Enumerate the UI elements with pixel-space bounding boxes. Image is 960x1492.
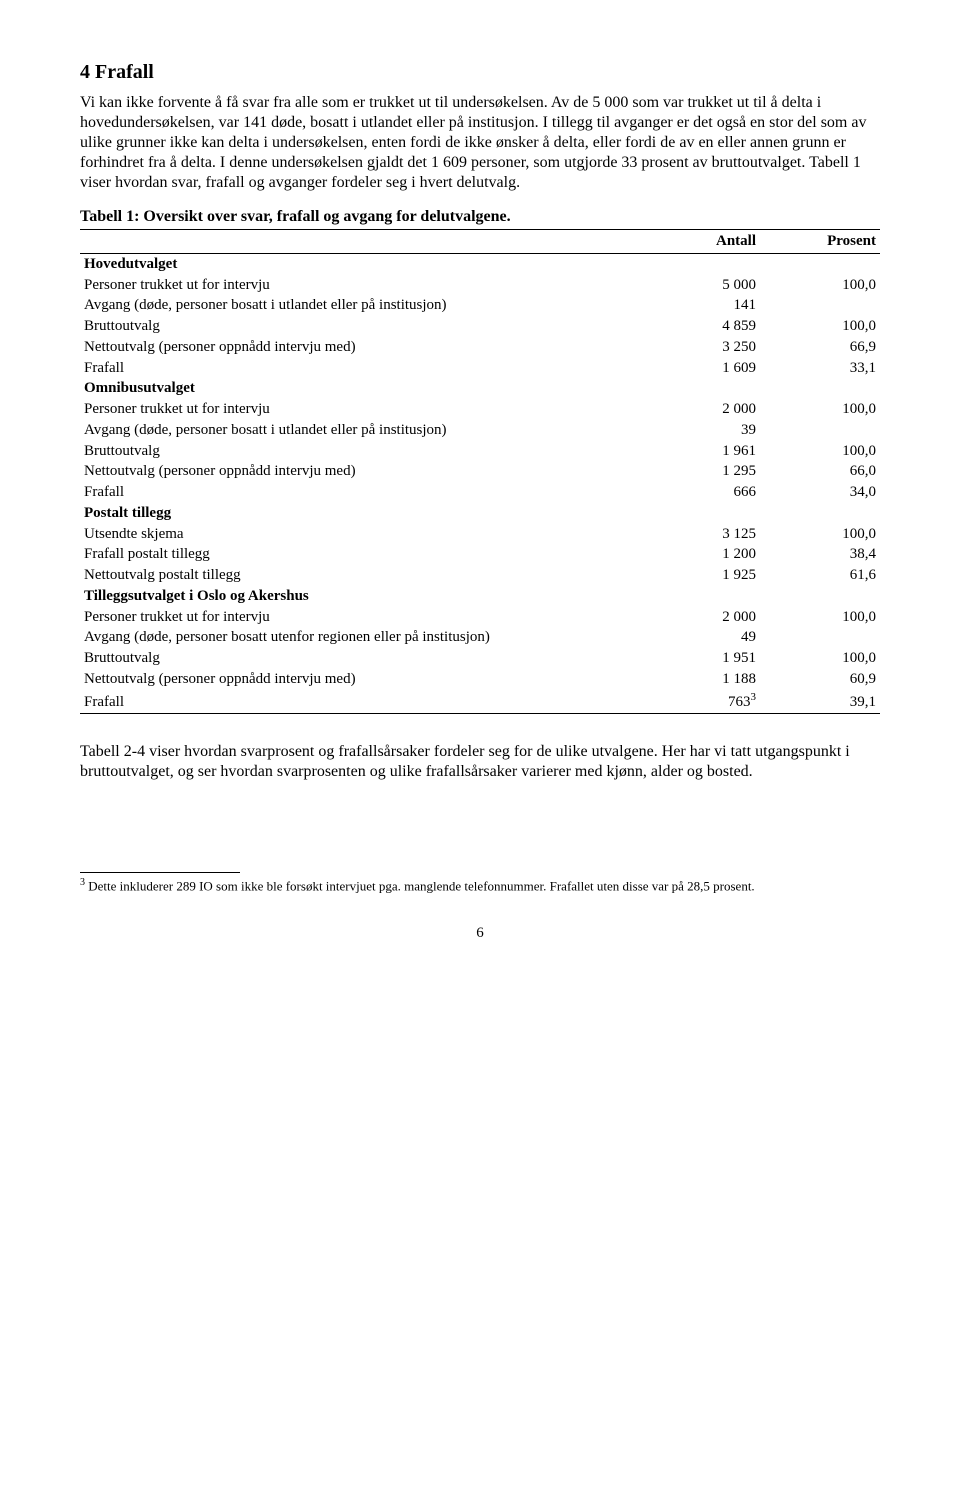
table-cell-label: Frafall postalt tillegg [80,544,640,565]
table-cell-antall: 1 200 [640,544,760,565]
table-row: Frafall postalt tillegg1 20038,4 [80,544,880,565]
table-cell-prosent: 34,0 [760,482,880,503]
table-group-header: Hovedutvalget [80,253,880,274]
table-cell-label: Nettoutvalg postalt tillegg [80,565,640,586]
table-cell-prosent: 100,0 [760,524,880,545]
table-cell-prosent: 100,0 [760,399,880,420]
table-cell-antall: 141 [640,295,760,316]
table-cell-label: Avgang (døde, personer bosatt utenfor re… [80,627,640,648]
table-cell-antall: 1 951 [640,648,760,669]
table-cell-antall: 49 [640,627,760,648]
table-cell-antall: 1 609 [640,358,760,379]
table-cell-prosent [760,295,880,316]
table-row: Frafall66634,0 [80,482,880,503]
table-row: Avgang (døde, personer bosatt i utlandet… [80,420,880,441]
table-row: Avgang (døde, personer bosatt utenfor re… [80,627,880,648]
footnote-text: Dette inkluderer 289 IO som ikke ble for… [85,879,755,894]
table-cell-prosent [760,420,880,441]
table-row: Nettoutvalg (personer oppnådd intervju m… [80,337,880,358]
table-cell-prosent [760,627,880,648]
table-row: Avgang (døde, personer bosatt i utlandet… [80,295,880,316]
table-row: Bruttoutvalg1 961100,0 [80,441,880,462]
table-cell-label: Bruttoutvalg [80,316,640,337]
table-row: Frafall763339,1 [80,690,880,714]
table-cell-prosent: 100,0 [760,607,880,628]
table-cell-prosent: 100,0 [760,316,880,337]
table-cell-prosent: 100,0 [760,648,880,669]
table-cell-antall: 1 188 [640,669,760,690]
table-row: Personer trukket ut for intervju5 000100… [80,275,880,296]
table-row: Utsendte skjema3 125100,0 [80,524,880,545]
paragraph-intro: Vi kan ikke forvente å få svar fra alle … [80,93,880,193]
table-cell-label: Personer trukket ut for intervju [80,607,640,628]
table-cell-antall: 3 250 [640,337,760,358]
table-row: Personer trukket ut for intervju2 000100… [80,607,880,628]
table-row: Frafall1 60933,1 [80,358,880,379]
table-cell-prosent: 60,9 [760,669,880,690]
table-group-header: Tilleggsutvalget i Oslo og Akershus [80,586,880,607]
table-cell-label: Nettoutvalg (personer oppnådd intervju m… [80,669,640,690]
table-cell-label: Bruttoutvalg [80,648,640,669]
table-header-antall: Antall [640,230,760,253]
table-cell-prosent: 38,4 [760,544,880,565]
table-cell-label: Frafall [80,482,640,503]
table-cell-antall: 1 925 [640,565,760,586]
table-cell-prosent: 61,6 [760,565,880,586]
table-header-prosent: Prosent [760,230,880,253]
table-cell-label: Nettoutvalg (personer oppnådd intervju m… [80,461,640,482]
table-cell-antall: 1 295 [640,461,760,482]
section-heading: 4 Frafall [80,60,880,85]
table-header-row: Antall Prosent [80,230,880,253]
table-group-header: Omnibusutvalget [80,378,880,399]
table-row: Nettoutvalg (personer oppnådd intervju m… [80,669,880,690]
table-cell-label: Avgang (døde, personer bosatt i utlandet… [80,295,640,316]
table-cell-label: Utsendte skjema [80,524,640,545]
table-cell-label: Personer trukket ut for intervju [80,275,640,296]
table-cell-antall: 39 [640,420,760,441]
table-cell-label: Avgang (døde, personer bosatt i utlandet… [80,420,640,441]
table-row: Personer trukket ut for intervju2 000100… [80,399,880,420]
table-cell-antall: 2 000 [640,399,760,420]
table-cell-prosent: 100,0 [760,275,880,296]
table-row: Bruttoutvalg1 951100,0 [80,648,880,669]
table-cell-antall: 7633 [640,690,760,714]
table-row: Nettoutvalg (personer oppnådd intervju m… [80,461,880,482]
footnote-separator [80,872,240,873]
table-cell-prosent: 66,9 [760,337,880,358]
table-cell-prosent: 66,0 [760,461,880,482]
table-title: Tabell 1: Oversikt over svar, frafall og… [80,207,880,230]
table-cell-label: Bruttoutvalg [80,441,640,462]
table-cell-antall: 1 961 [640,441,760,462]
table-row: Bruttoutvalg4 859100,0 [80,316,880,337]
table-cell-antall: 5 000 [640,275,760,296]
table-cell-antall: 3 125 [640,524,760,545]
table-cell-prosent: 100,0 [760,441,880,462]
table-cell-label: Frafall [80,358,640,379]
table-group-header: Postalt tillegg [80,503,880,524]
table-cell-antall: 666 [640,482,760,503]
paragraph-after-table: Tabell 2-4 viser hvordan svarprosent og … [80,742,880,782]
table-cell-antall: 2 000 [640,607,760,628]
table-1: Antall Prosent HovedutvalgetPersoner tru… [80,230,880,714]
table-cell-label: Personer trukket ut for intervju [80,399,640,420]
table-group-name: Postalt tillegg [80,503,880,524]
table-cell-prosent: 39,1 [760,690,880,714]
table-cell-prosent: 33,1 [760,358,880,379]
table-group-name: Omnibusutvalget [80,378,880,399]
table-cell-antall: 4 859 [640,316,760,337]
table-group-name: Tilleggsutvalget i Oslo og Akershus [80,586,880,607]
table-header-blank [80,230,640,253]
table-cell-label: Nettoutvalg (personer oppnådd intervju m… [80,337,640,358]
table-group-name: Hovedutvalget [80,253,880,274]
table-row: Nettoutvalg postalt tillegg1 92561,6 [80,565,880,586]
footnote: 3 Dette inkluderer 289 IO som ikke ble f… [80,877,880,894]
table-cell-label: Frafall [80,690,640,714]
page-number: 6 [80,924,880,943]
